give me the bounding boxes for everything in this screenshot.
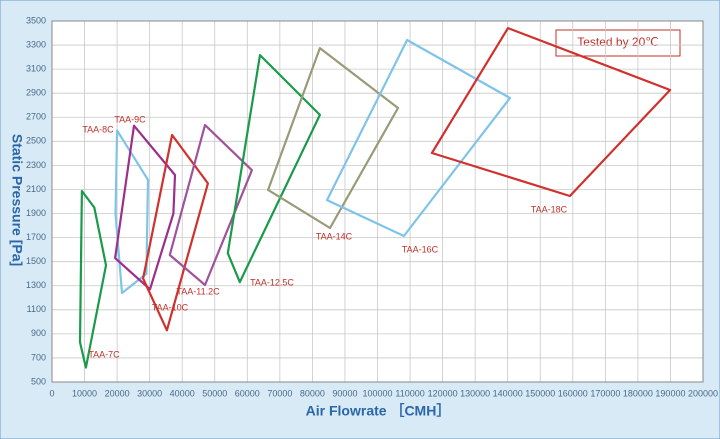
y-tick-label: 1500: [26, 256, 46, 266]
envelope: [114, 129, 150, 295]
y-tick-label: 2100: [26, 184, 46, 194]
x-tick-label: 70000: [267, 388, 292, 398]
series-label: TAA-8C: [82, 124, 114, 134]
y-tick-label: 1100: [27, 304, 46, 314]
x-tick-label: 20000: [105, 388, 130, 398]
x-tick-label: 110000: [395, 388, 424, 398]
series-label: TAA-16C: [402, 244, 439, 254]
envelope: [430, 27, 672, 198]
x-tick-label: 160000: [558, 388, 588, 398]
envelope: [142, 133, 209, 332]
y-tick-label: 2900: [26, 88, 46, 98]
series-label: TAA-11.2C: [176, 286, 220, 296]
x-tick-label: 200000: [688, 388, 718, 398]
x-tick-label: 120000: [428, 388, 458, 398]
x-axis-label: Air Flowrate ［CMH］: [306, 403, 451, 419]
y-tick-label: 2300: [26, 160, 46, 170]
y-tick-label: 3300: [26, 39, 46, 49]
y-tick-label: 1300: [26, 280, 46, 290]
y-tick-label: 3500: [26, 15, 46, 25]
x-tick-label: 40000: [170, 388, 195, 398]
series-label: TAA-10C: [152, 302, 189, 312]
x-tick-label: 140000: [493, 388, 523, 398]
y-tick-label: 500: [31, 376, 46, 386]
y-tick-label: 1900: [26, 208, 46, 218]
x-tick-label: 180000: [623, 388, 653, 398]
y-tick-label: 1700: [26, 232, 46, 242]
x-tick-label: 60000: [235, 388, 260, 398]
series-label: TAA-18C: [531, 204, 568, 214]
x-tick-label: 150000: [525, 388, 555, 398]
x-tick-label: 30000: [137, 388, 162, 398]
envelope: [267, 47, 400, 230]
x-tick-label: 10000: [72, 388, 97, 398]
y-tick-label: 700: [31, 352, 46, 362]
annotation-box: [555, 29, 681, 57]
envelope: [168, 123, 253, 287]
y-tick-label: 3100: [26, 64, 46, 74]
y-tick-label: 2700: [26, 112, 46, 122]
y-tick-label: 2500: [26, 136, 46, 146]
x-tick-label: 170000: [590, 388, 620, 398]
x-tick-label: 130000: [460, 388, 490, 398]
x-tick-label: 80000: [300, 388, 325, 398]
x-tick-label: 0: [49, 388, 54, 398]
x-tick-label: 50000: [202, 388, 227, 398]
y-axis-label: Static Pressure [Pa]: [9, 134, 25, 266]
series-label: TAA-14C: [316, 231, 353, 241]
x-tick-label: 90000: [332, 388, 357, 398]
envelope: [325, 38, 512, 238]
x-tick-label: 190000: [655, 388, 685, 398]
plot-frame: [51, 20, 704, 383]
y-tick-label: 900: [31, 328, 46, 338]
series-label: TAA-7C: [88, 349, 120, 359]
annotation: Tested by 20℃: [577, 35, 659, 49]
series-label: TAA-12.5C: [250, 277, 294, 287]
envelope: [114, 124, 177, 291]
envelope: [226, 54, 321, 284]
x-tick-label: 100000: [362, 388, 392, 398]
envelope: [78, 189, 108, 369]
series-label: TAA-9C: [114, 114, 146, 124]
